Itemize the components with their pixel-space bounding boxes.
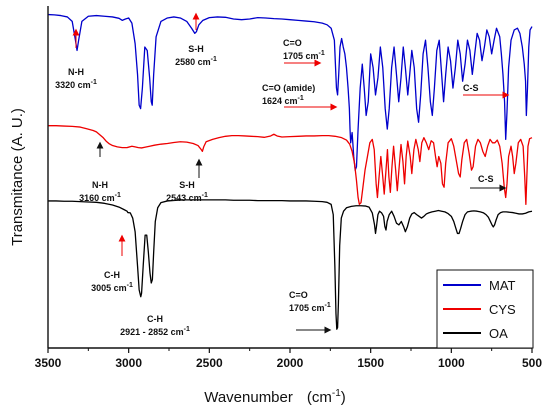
annotation-oa-ch1-sup: -1 xyxy=(127,282,133,289)
annotation-mat-co-amide-line-1: 1624 cm-1 xyxy=(262,95,304,106)
annotation-cys-cs: C-S xyxy=(470,174,507,192)
annotation-cys-sh-line-1: 2543 cm-1 xyxy=(166,192,208,203)
annotation-cys-sh-line-0: S-H xyxy=(179,180,195,190)
annotation-mat-co: C=O 1705 cm-1 xyxy=(283,38,325,67)
annotation-oa-ch2-sup: -1 xyxy=(184,326,190,333)
annotation-oa-co-line-0: C=O xyxy=(289,290,308,300)
annotation-cys-nh-sup: -1 xyxy=(115,192,121,199)
annotation-mat-co-text-0: C=O xyxy=(283,38,302,48)
annotation-oa-ch1-text-0: C-H xyxy=(104,270,120,280)
annotation-cys-nh-text-0: N-H xyxy=(92,180,108,190)
annotation-mat-nh-line-1: 3320 cm-1 xyxy=(55,79,97,90)
annotation-oa-ch1-line-1: 3005 cm-1 xyxy=(91,282,133,293)
annotation-mat-co-amide: C=O (amide) 1624 cm-1 xyxy=(262,83,338,111)
x-axis-title: Wavenumber (cm-1) xyxy=(204,388,346,406)
annotation-cys-sh-text-1: 2543 cm xyxy=(166,193,202,203)
annotation-mat-sh-line-0: S-H xyxy=(188,44,204,54)
annotation-mat-co-amide-line-0: C=O (amide) xyxy=(262,83,315,93)
annotation-oa-ch2: C-H 2921 - 2852 cm-1 xyxy=(120,314,190,337)
annotation-oa-ch2-text-0: C-H xyxy=(147,314,163,324)
x-axis-title-unit-end: ) xyxy=(341,389,346,406)
annotation-mat-cs-line-0: C-S xyxy=(463,83,479,93)
annotation-mat-co-amide-text-1: 1624 cm xyxy=(262,96,298,106)
annotation-mat-nh-text-0: N-H xyxy=(68,67,84,77)
x-tick-label-1500: 1500 xyxy=(357,356,384,370)
annotation-mat-co-amide-text-0: C=O (amide) xyxy=(262,83,315,93)
annotation-oa-ch1-text-1: 3005 cm xyxy=(91,283,127,293)
y-axis-title: Transmitance (A. U.) xyxy=(9,108,26,246)
series-line-mat xyxy=(47,13,533,171)
annotation-oa-co-sup: -1 xyxy=(325,302,331,309)
annotation-mat-co-sup: -1 xyxy=(319,50,325,57)
annotation-oa-ch2-line-0: C-H xyxy=(147,314,163,324)
annotation-cys-nh-text-1: 3160 cm xyxy=(79,193,115,203)
annotation-mat-cs-text-0: C-S xyxy=(463,83,479,93)
annotation-oa-co-line-1: 1705 cm-1 xyxy=(289,302,331,313)
x-tick-label-3500: 3500 xyxy=(35,356,62,370)
annotation-mat-sh-sup: -1 xyxy=(211,56,217,63)
annotation-cys-nh-line-0: N-H xyxy=(92,180,108,190)
annotation-cys-sh-text-0: S-H xyxy=(179,180,195,190)
annotation-mat-sh-text-0: S-H xyxy=(188,44,204,54)
annotation-oa-ch2-text-1: 2921 - 2852 cm xyxy=(120,327,184,337)
legend-label-oa: OA xyxy=(489,326,508,341)
annotation-oa-co-text-0: C=O xyxy=(289,290,308,300)
x-axis-title-main: Wavenumber xyxy=(204,389,293,406)
annotation-oa-co-text-1: 1705 cm xyxy=(289,303,325,313)
annotation-mat-nh-sup: -1 xyxy=(91,79,97,86)
annotation-cys-nh-line-1: 3160 cm-1 xyxy=(79,192,121,203)
annotation-mat-nh-text-1: 3320 cm xyxy=(55,80,91,90)
annotation-oa-ch1-line-0: C-H xyxy=(104,270,120,280)
annotation-cys-nh: N-H 3160 cm-1 xyxy=(79,141,121,203)
annotation-oa-ch2-line-1: 2921 - 2852 cm-1 xyxy=(120,326,190,337)
annotation-mat-sh: S-H 2580 cm-1 xyxy=(175,12,217,67)
annotation-oa-ch1: C-H 3005 cm-1 xyxy=(91,234,133,293)
annotation-mat-cs: C-S xyxy=(463,83,510,99)
annotation-mat-nh-line-0: N-H xyxy=(68,67,84,77)
series-line-cys xyxy=(48,125,533,206)
series-line-oa xyxy=(48,199,533,330)
x-tick-label-2500: 2500 xyxy=(196,356,223,370)
legend-label-mat: MAT xyxy=(489,278,516,293)
x-tick-label-1000: 1000 xyxy=(438,356,465,370)
annotation-oa-co: C=O 1705 cm-1 xyxy=(289,290,332,334)
x-tick-label-500: 500 xyxy=(522,356,542,370)
legend: MAT CYS OA xyxy=(436,269,534,349)
x-tick-label-3000: 3000 xyxy=(115,356,142,370)
legend-label-cys: CYS xyxy=(489,302,516,317)
annotation-mat-nh: N-H 3320 cm-1 xyxy=(55,28,97,90)
annotation-mat-co-amide-sup: -1 xyxy=(298,95,304,102)
annotation-mat-co-line-1: 1705 cm-1 xyxy=(283,50,325,61)
annotation-cys-sh: S-H 2543 cm-1 xyxy=(166,158,208,203)
x-axis-title-unit: (cm xyxy=(307,389,332,406)
annotation-mat-co-text-1: 1705 cm xyxy=(283,51,319,61)
axes-layer: 3500 3000 2500 2000 1500 1000 500 Wavenumber (cm… xyxy=(9,6,542,406)
annotation-mat-sh-text-1: 2580 cm xyxy=(175,57,211,67)
x-tick-label-2000: 2000 xyxy=(277,356,304,370)
annotation-cys-sh-sup: -1 xyxy=(202,192,208,199)
x-axis-title-unit-sup: -1 xyxy=(332,388,341,399)
annotation-mat-co-line-0: C=O xyxy=(283,38,302,48)
series-layer xyxy=(47,13,533,330)
annotation-cys-cs-text-0: C-S xyxy=(478,174,494,184)
annotation-cys-cs-line-0: C-S xyxy=(478,174,494,184)
annotation-mat-sh-line-1: 2580 cm-1 xyxy=(175,56,217,67)
